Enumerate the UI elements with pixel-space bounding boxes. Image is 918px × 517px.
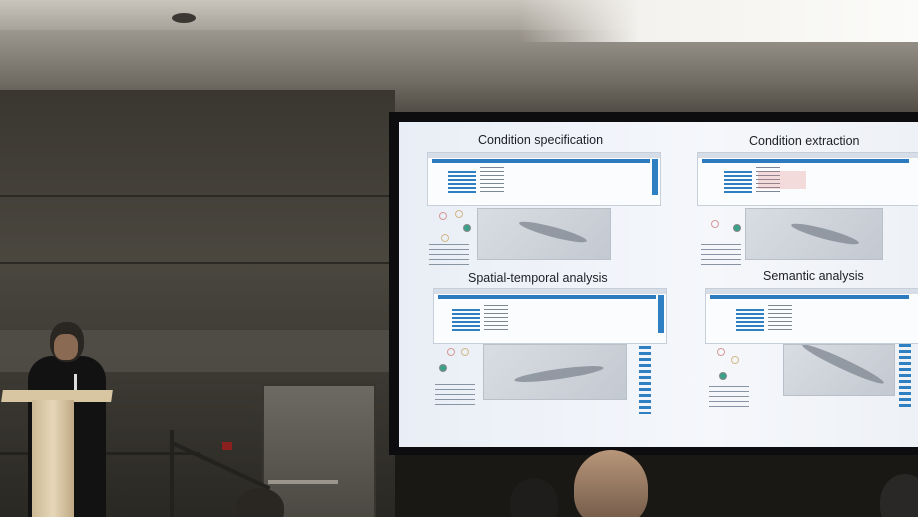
audience-head [510,478,558,517]
quadrant-title-spatial-temporal-analysis: Spatial-temporal analysis [468,271,608,285]
door-handle [268,480,338,484]
map-view [783,344,895,396]
node [711,220,719,228]
door [262,384,376,517]
legend [701,244,741,268]
handrail [170,430,174,517]
legend [435,384,475,408]
node [731,356,739,364]
ceiling-light [520,0,918,42]
node [447,348,455,356]
ceiling-spotlight [172,13,196,23]
quadrant-title-semantic-analysis: Semantic analysis [763,269,864,283]
legend [709,386,749,410]
ui-panel-top [427,152,661,206]
ui-panel-top [433,288,667,344]
map-view [477,208,611,260]
node [461,348,469,356]
node [733,224,741,232]
legend [429,244,469,268]
podium [32,400,74,517]
audience-head [574,450,648,517]
projector-screen: Condition specification Condition extrac… [399,122,918,447]
audience-head [880,474,918,517]
node [439,364,447,372]
wall-line [0,262,395,264]
wall-line [0,195,395,197]
node [463,224,471,232]
exit-sign [222,442,232,450]
ui-panel-top [705,288,918,344]
node [455,210,463,218]
node [441,234,449,242]
quadrant-title-condition-extraction: Condition extraction [749,134,860,148]
quadrant-title-condition-specification: Condition specification [478,133,604,147]
map-view [483,344,627,400]
speaker-face [54,334,78,360]
audience-head [236,488,284,517]
bar-list [899,344,911,410]
bar-list [639,346,651,414]
microphone [74,374,77,394]
map-view [745,208,883,260]
node [717,348,725,356]
node [719,372,727,380]
ui-panel-top [697,152,918,206]
node [439,212,447,220]
